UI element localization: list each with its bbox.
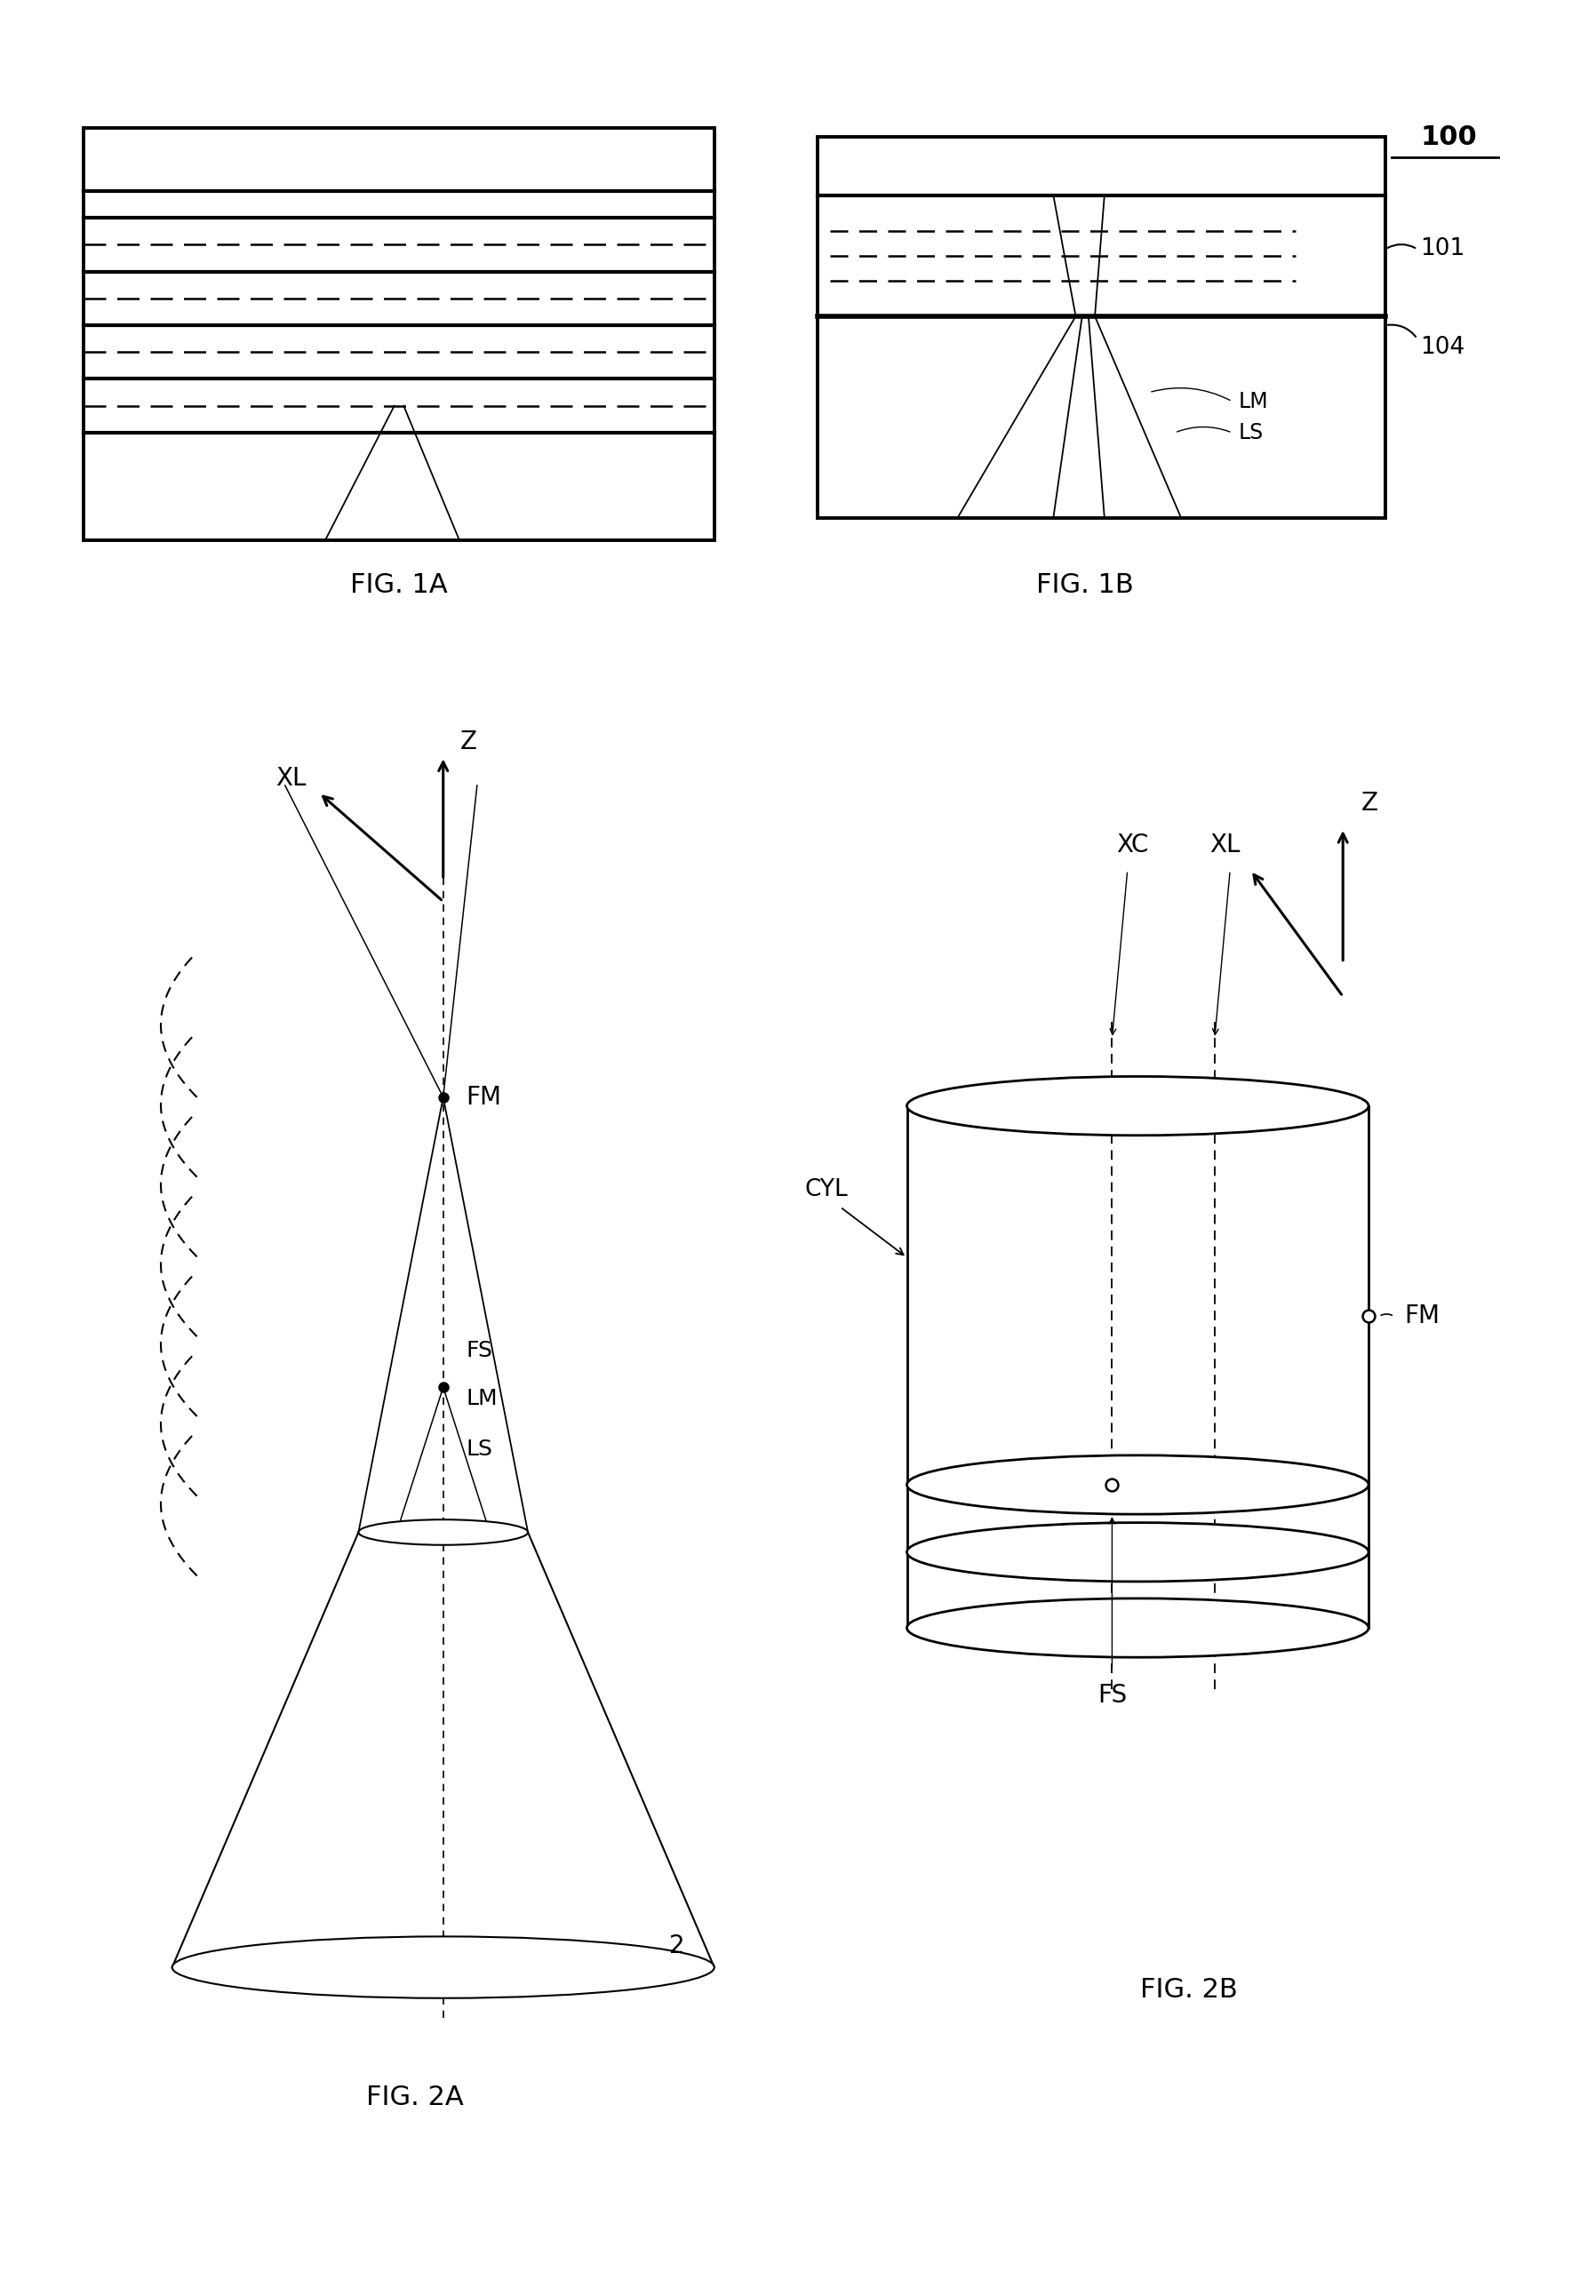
Text: 100: 100 — [1420, 124, 1478, 149]
Text: FS: FS — [466, 1341, 492, 1362]
Text: XL: XL — [276, 767, 306, 790]
Ellipse shape — [359, 1520, 528, 1545]
Ellipse shape — [907, 1456, 1368, 1515]
Text: LS: LS — [1238, 422, 1264, 443]
Text: FIG. 1B: FIG. 1B — [1036, 572, 1135, 597]
Text: FM: FM — [466, 1084, 501, 1109]
Text: Z: Z — [1361, 790, 1377, 815]
Ellipse shape — [172, 1936, 715, 1998]
Bar — [817, 138, 1385, 517]
Text: FIG. 1A: FIG. 1A — [350, 572, 448, 597]
Text: 2: 2 — [669, 1933, 685, 1958]
Text: FIG. 2B: FIG. 2B — [1140, 1977, 1238, 2002]
Text: FIG. 2A: FIG. 2A — [365, 2085, 464, 2110]
Text: XL: XL — [1210, 833, 1240, 856]
Text: LS: LS — [466, 1437, 492, 1460]
Ellipse shape — [907, 1522, 1368, 1582]
Text: FM: FM — [1404, 1304, 1440, 1329]
Ellipse shape — [907, 1077, 1368, 1134]
Text: 104: 104 — [1420, 335, 1465, 358]
Text: LM: LM — [1238, 390, 1269, 411]
Text: FS: FS — [1098, 1683, 1127, 1708]
Text: LM: LM — [466, 1387, 498, 1410]
Text: XC: XC — [1117, 833, 1149, 856]
Text: 101: 101 — [1420, 236, 1465, 262]
Text: Z: Z — [460, 730, 477, 755]
Ellipse shape — [907, 1598, 1368, 1658]
Text: CYL: CYL — [804, 1178, 847, 1201]
